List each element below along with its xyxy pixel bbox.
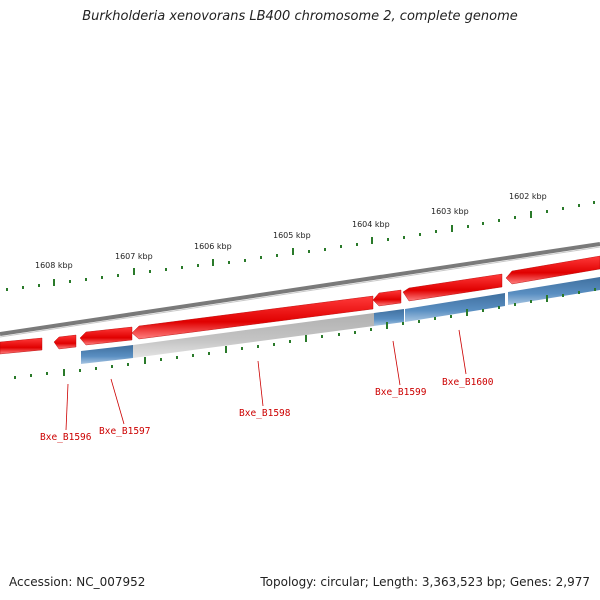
kbp-label-1602: 1602 kbp [509,192,547,201]
kbp-label-1603: 1603 kbp [431,207,469,216]
lower-ruler [14,288,596,379]
upper-ruler [6,201,595,291]
gene-bar-bxe-b1598[interactable] [133,313,374,358]
accession-info: Accession: NC_007952 [9,575,146,589]
gene-bar-right[interactable] [508,277,600,305]
topology-summary: Topology: circular; Length: 3,363,523 bp… [260,575,590,589]
gene-bar-bxe-b1599[interactable] [374,309,404,326]
forward-feature-4[interactable] [131,295,374,340]
gene-label-bxe-b1598[interactable]: Bxe_B1598 [239,408,291,419]
forward-strand [0,255,600,355]
kbp-label-1608: 1608 kbp [35,261,73,270]
gene-label-bxe-b1596[interactable]: Bxe_B1596 [40,432,92,443]
forward-feature-5[interactable] [372,289,402,307]
reverse-strand [81,277,600,364]
kbp-label-1604: 1604 kbp [352,220,390,229]
gene-label-bxe-b1597[interactable]: Bxe_B1597 [99,426,150,437]
genome-title: Burkholderia xenovorans LB400 chromosome… [82,9,518,24]
gene-label-bxe-b1600[interactable]: Bxe_B1600 [442,377,494,388]
kbp-label-1607: 1607 kbp [115,252,153,261]
gene-bar-bxe-b1600[interactable] [405,293,505,322]
forward-feature-3[interactable] [79,326,133,346]
forward-feature-2[interactable] [53,334,77,350]
gene-bar-bxe-b1597[interactable] [81,345,133,364]
kbp-label-1606: 1606 kbp [194,242,232,251]
gene-label-leaders [65,329,467,431]
forward-feature-1[interactable] [0,337,43,355]
forward-feature-7[interactable] [505,255,600,285]
kbp-label-1605: 1605 kbp [273,231,311,240]
gene-label-bxe-b1599[interactable]: Bxe_B1599 [375,387,427,398]
sequence-backbone [0,242,600,338]
forward-feature-6[interactable] [402,273,503,302]
